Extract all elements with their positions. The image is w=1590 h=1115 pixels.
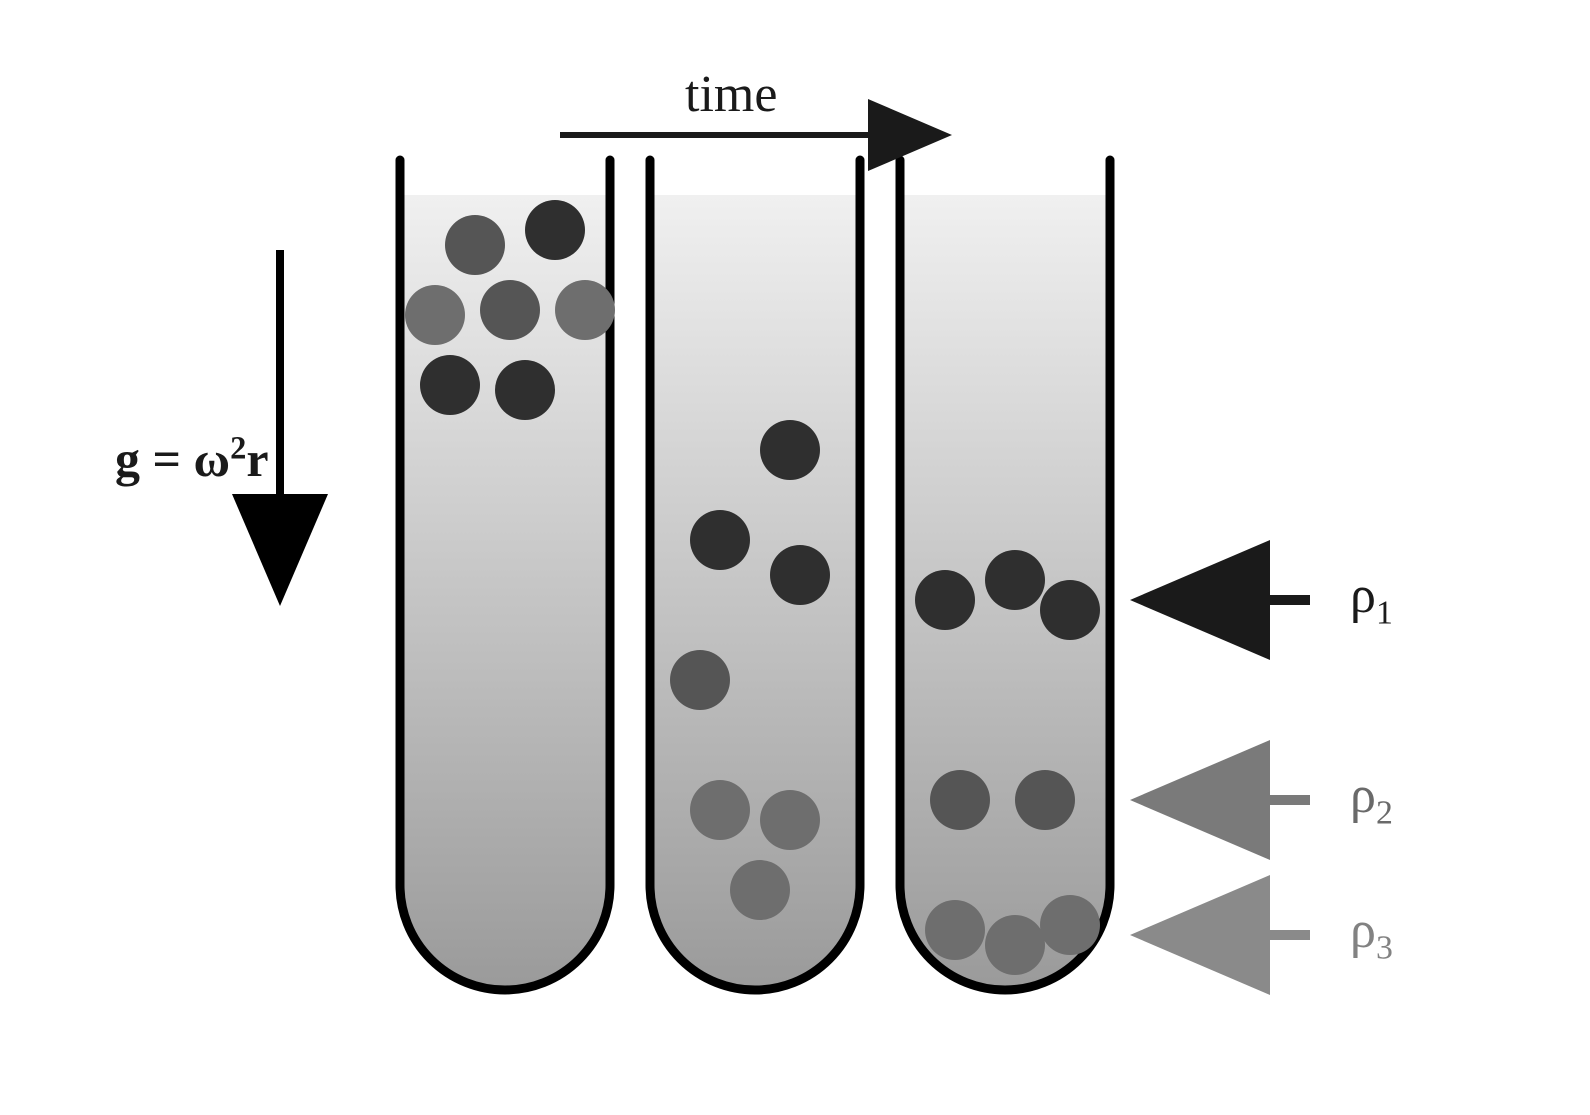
particle [925,900,985,960]
particle [985,550,1045,610]
particle [690,780,750,840]
particle [985,915,1045,975]
particle [495,360,555,420]
rho2-symbol: ρ [1350,767,1376,824]
time-label: time [685,65,777,124]
particle [930,770,990,830]
rho1-sub: 1 [1376,594,1393,631]
rho3-symbol: ρ [1350,902,1376,959]
particle [690,510,750,570]
rho2-label: ρ2 [1350,766,1393,832]
particle [1015,770,1075,830]
particle [1040,895,1100,955]
particle [480,280,540,340]
equation-prefix: g = [115,431,194,487]
particle [555,280,615,340]
rho1-label: ρ1 [1350,566,1393,632]
particle [760,420,820,480]
particle [420,355,480,415]
particle [670,650,730,710]
equation-exponent: 2 [230,430,246,466]
particle [405,285,465,345]
particle [915,570,975,630]
rho2-sub: 2 [1376,794,1393,831]
rho1-symbol: ρ [1350,567,1376,624]
rho3-sub: 3 [1376,929,1393,966]
particle [770,545,830,605]
rho3-label: ρ3 [1350,901,1393,967]
equation-label: g = ω2r [115,430,269,488]
particle [760,790,820,850]
particle [525,200,585,260]
equation-omega: ω [194,431,231,487]
particle [1040,580,1100,640]
equation-suffix: r [246,431,268,487]
diagram-canvas: time g = ω2r ρ1 ρ2 ρ3 [0,0,1590,1115]
particle [730,860,790,920]
particle [445,215,505,275]
